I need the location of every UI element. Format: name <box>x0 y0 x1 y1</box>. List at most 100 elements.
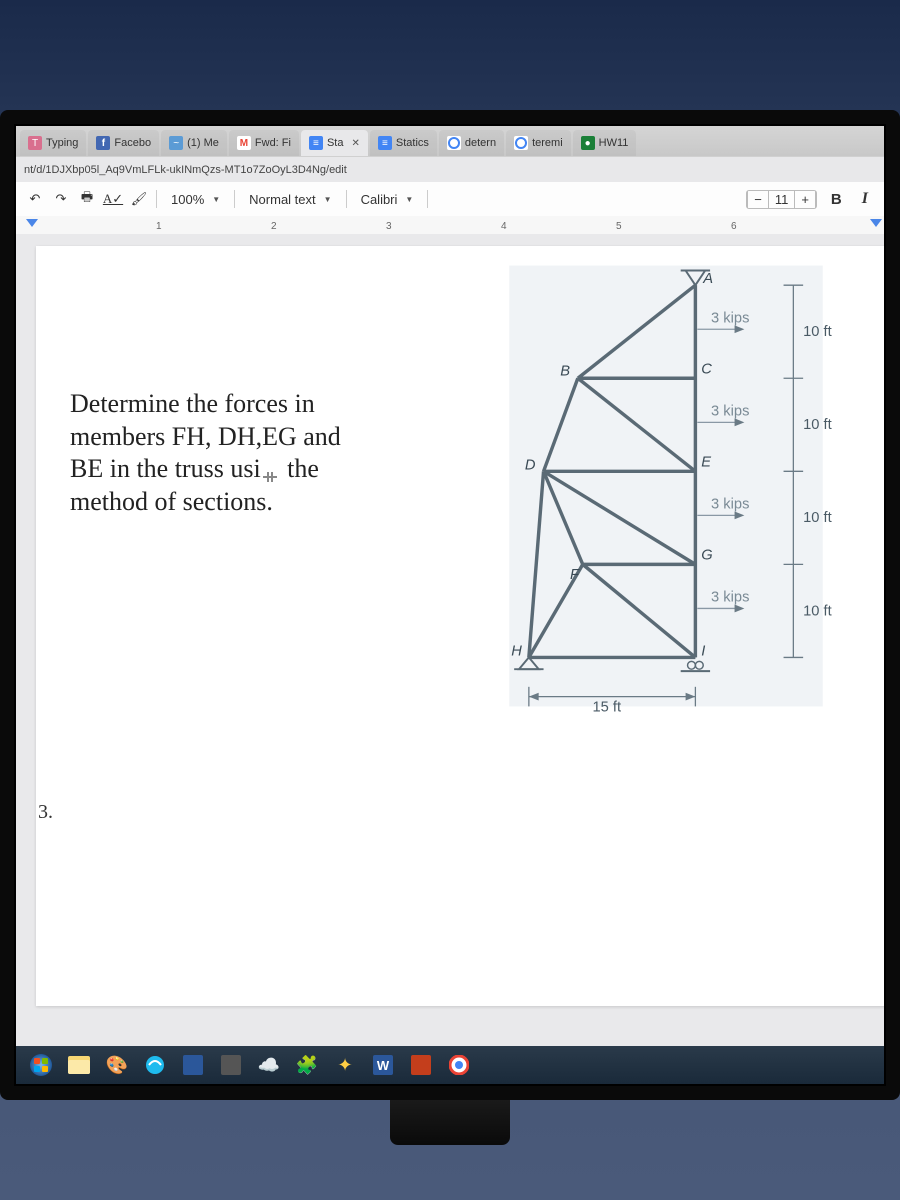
ruler-tick: 1 <box>156 221 162 232</box>
favicon-messenger: ~ <box>169 136 183 150</box>
favicon-gmail: M <box>237 136 251 150</box>
node-label-F: F <box>570 567 580 583</box>
tab-label: Statics <box>396 137 429 149</box>
problem-line-2: members FH, DH,EG and <box>70 422 341 451</box>
text-cursor-icon <box>261 462 281 480</box>
dim-label: 10 ft <box>803 324 832 340</box>
problem-text: Determine the forces in members FH, DH,E… <box>70 388 470 518</box>
tab-typing[interactable]: T Typing <box>20 130 86 156</box>
list-number-3: 3. <box>38 801 53 824</box>
dim-label: 10 ft <box>803 603 832 619</box>
undo-icon[interactable]: ↶ <box>26 190 44 208</box>
zoom-dropdown[interactable]: 100% <box>165 190 226 209</box>
tab-label: HW11 <box>599 137 629 149</box>
truss-svg: 10 ft 10 ft 10 ft 10 ft 15 ft <box>486 246 846 726</box>
print-icon[interactable]: 🖶 <box>78 190 96 208</box>
ruler-tick: 2 <box>271 221 277 232</box>
tab-sta-active[interactable]: ≡ Sta ✕ <box>301 130 368 156</box>
document-area: Determine the forces in members FH, DH,E… <box>16 234 884 1084</box>
node-label-C: C <box>701 361 712 377</box>
close-icon[interactable]: ✕ <box>351 138 359 149</box>
favicon-facebook: f <box>96 136 110 150</box>
node-label-D: D <box>525 457 536 473</box>
tab-label: Fwd: Fi <box>255 137 291 149</box>
app-icon[interactable] <box>178 1052 208 1078</box>
explorer-icon[interactable] <box>64 1052 94 1078</box>
separator <box>346 190 347 208</box>
spellcheck-icon[interactable]: A✓ <box>104 190 122 208</box>
windows-taskbar: 🎨 ☁️ 🧩 ✦ W <box>16 1046 884 1084</box>
tab-label: teremi <box>532 137 563 149</box>
word-icon[interactable]: W <box>368 1052 398 1078</box>
chrome-icon[interactable] <box>444 1052 474 1078</box>
app-icon[interactable]: 🧩 <box>292 1052 322 1078</box>
tab-facebook[interactable]: f Facebo <box>88 130 159 156</box>
font-size-increase[interactable]: + <box>794 191 816 208</box>
ruler-tick: 5 <box>616 221 622 232</box>
font-size-control: − 11 + <box>746 190 817 209</box>
tab-label: Facebo <box>114 137 151 149</box>
node-label-G: G <box>701 547 712 563</box>
tab-label: (1) Me <box>187 137 219 149</box>
font-dropdown[interactable]: Calibri <box>355 190 420 209</box>
app-icon[interactable]: ☁️ <box>254 1052 284 1078</box>
svg-text:W: W <box>377 1058 390 1073</box>
dim-label: 10 ft <box>803 510 832 526</box>
separator <box>234 190 235 208</box>
node-label-B: B <box>560 363 570 379</box>
tab-statics[interactable]: ≡ Statics <box>370 130 437 156</box>
tab-label: Typing <box>46 137 78 149</box>
node-label-H: H <box>511 643 522 659</box>
font-size-decrease[interactable]: − <box>747 191 769 208</box>
ruler-tick: 3 <box>386 221 392 232</box>
url-bar[interactable]: nt/d/1DJXbp05l_Aq9VmLFLk-ukINmQzs-MT1o7Z… <box>16 156 884 182</box>
tab-google-2[interactable]: teremi <box>506 130 571 156</box>
left-indent-marker[interactable] <box>26 219 38 227</box>
ruler: 1 2 3 4 5 6 <box>16 216 884 236</box>
favicon-google <box>447 136 461 150</box>
app-icon[interactable] <box>406 1052 436 1078</box>
style-dropdown[interactable]: Normal text <box>243 190 337 209</box>
page[interactable]: Determine the forces in members FH, DH,E… <box>36 246 884 1006</box>
node-label-A: A <box>702 271 713 287</box>
node-label-I: I <box>701 643 705 659</box>
separator <box>156 190 157 208</box>
monitor-stand <box>390 1100 510 1145</box>
ruler-tick: 6 <box>731 221 737 232</box>
node-label-E: E <box>701 454 711 470</box>
tab-messenger[interactable]: ~ (1) Me <box>161 130 227 156</box>
browser-tabstrip: T Typing f Facebo ~ (1) Me M Fwd: Fi ≡ S… <box>16 126 884 156</box>
app-icon[interactable]: ✦ <box>330 1052 360 1078</box>
url-text: nt/d/1DJXbp05l_Aq9VmLFLk-ukINmQzs-MT1o7Z… <box>24 164 347 176</box>
problem-line-1: Determine the forces in <box>70 389 315 418</box>
force-label: 3 kips <box>711 590 749 606</box>
start-button[interactable] <box>26 1052 56 1078</box>
right-indent-marker[interactable] <box>870 219 882 227</box>
tab-google-1[interactable]: detern <box>439 130 504 156</box>
tab-gmail[interactable]: M Fwd: Fi <box>229 130 299 156</box>
tab-hw11[interactable]: ● HW11 <box>573 130 637 156</box>
dim-label-bottom: 15 ft <box>593 699 622 715</box>
paint-format-icon[interactable]: 🖌 <box>130 190 148 208</box>
docs-toolbar: ↶ ↷ 🖶 A✓ 🖌 100% Normal text Calibri − 11… <box>16 182 884 237</box>
truss-figure: 10 ft 10 ft 10 ft 10 ft 15 ft <box>486 246 846 726</box>
redo-icon[interactable]: ↷ <box>52 190 70 208</box>
dim-label: 10 ft <box>803 417 832 433</box>
favicon-docs: ≡ <box>378 136 392 150</box>
favicon-google <box>514 136 528 150</box>
favicon-docs: ≡ <box>309 136 323 150</box>
font-size-value[interactable]: 11 <box>769 191 795 208</box>
italic-button[interactable]: I <box>856 188 874 210</box>
bold-button[interactable]: B <box>825 189 848 210</box>
monitor-bezel: T Typing f Facebo ~ (1) Me M Fwd: Fi ≡ S… <box>0 110 900 1100</box>
problem-line-4: method of sections. <box>70 487 273 516</box>
problem-line-3a: BE in the truss usi <box>70 454 261 483</box>
app-icon[interactable] <box>216 1052 246 1078</box>
force-label: 3 kips <box>711 310 749 326</box>
force-label: 3 kips <box>711 403 749 419</box>
paint-icon[interactable]: 🎨 <box>102 1052 132 1078</box>
favicon-hw: ● <box>581 136 595 150</box>
problem-line-3b: the <box>281 454 319 483</box>
ie-icon[interactable] <box>140 1052 170 1078</box>
favicon-typing: T <box>28 136 42 150</box>
